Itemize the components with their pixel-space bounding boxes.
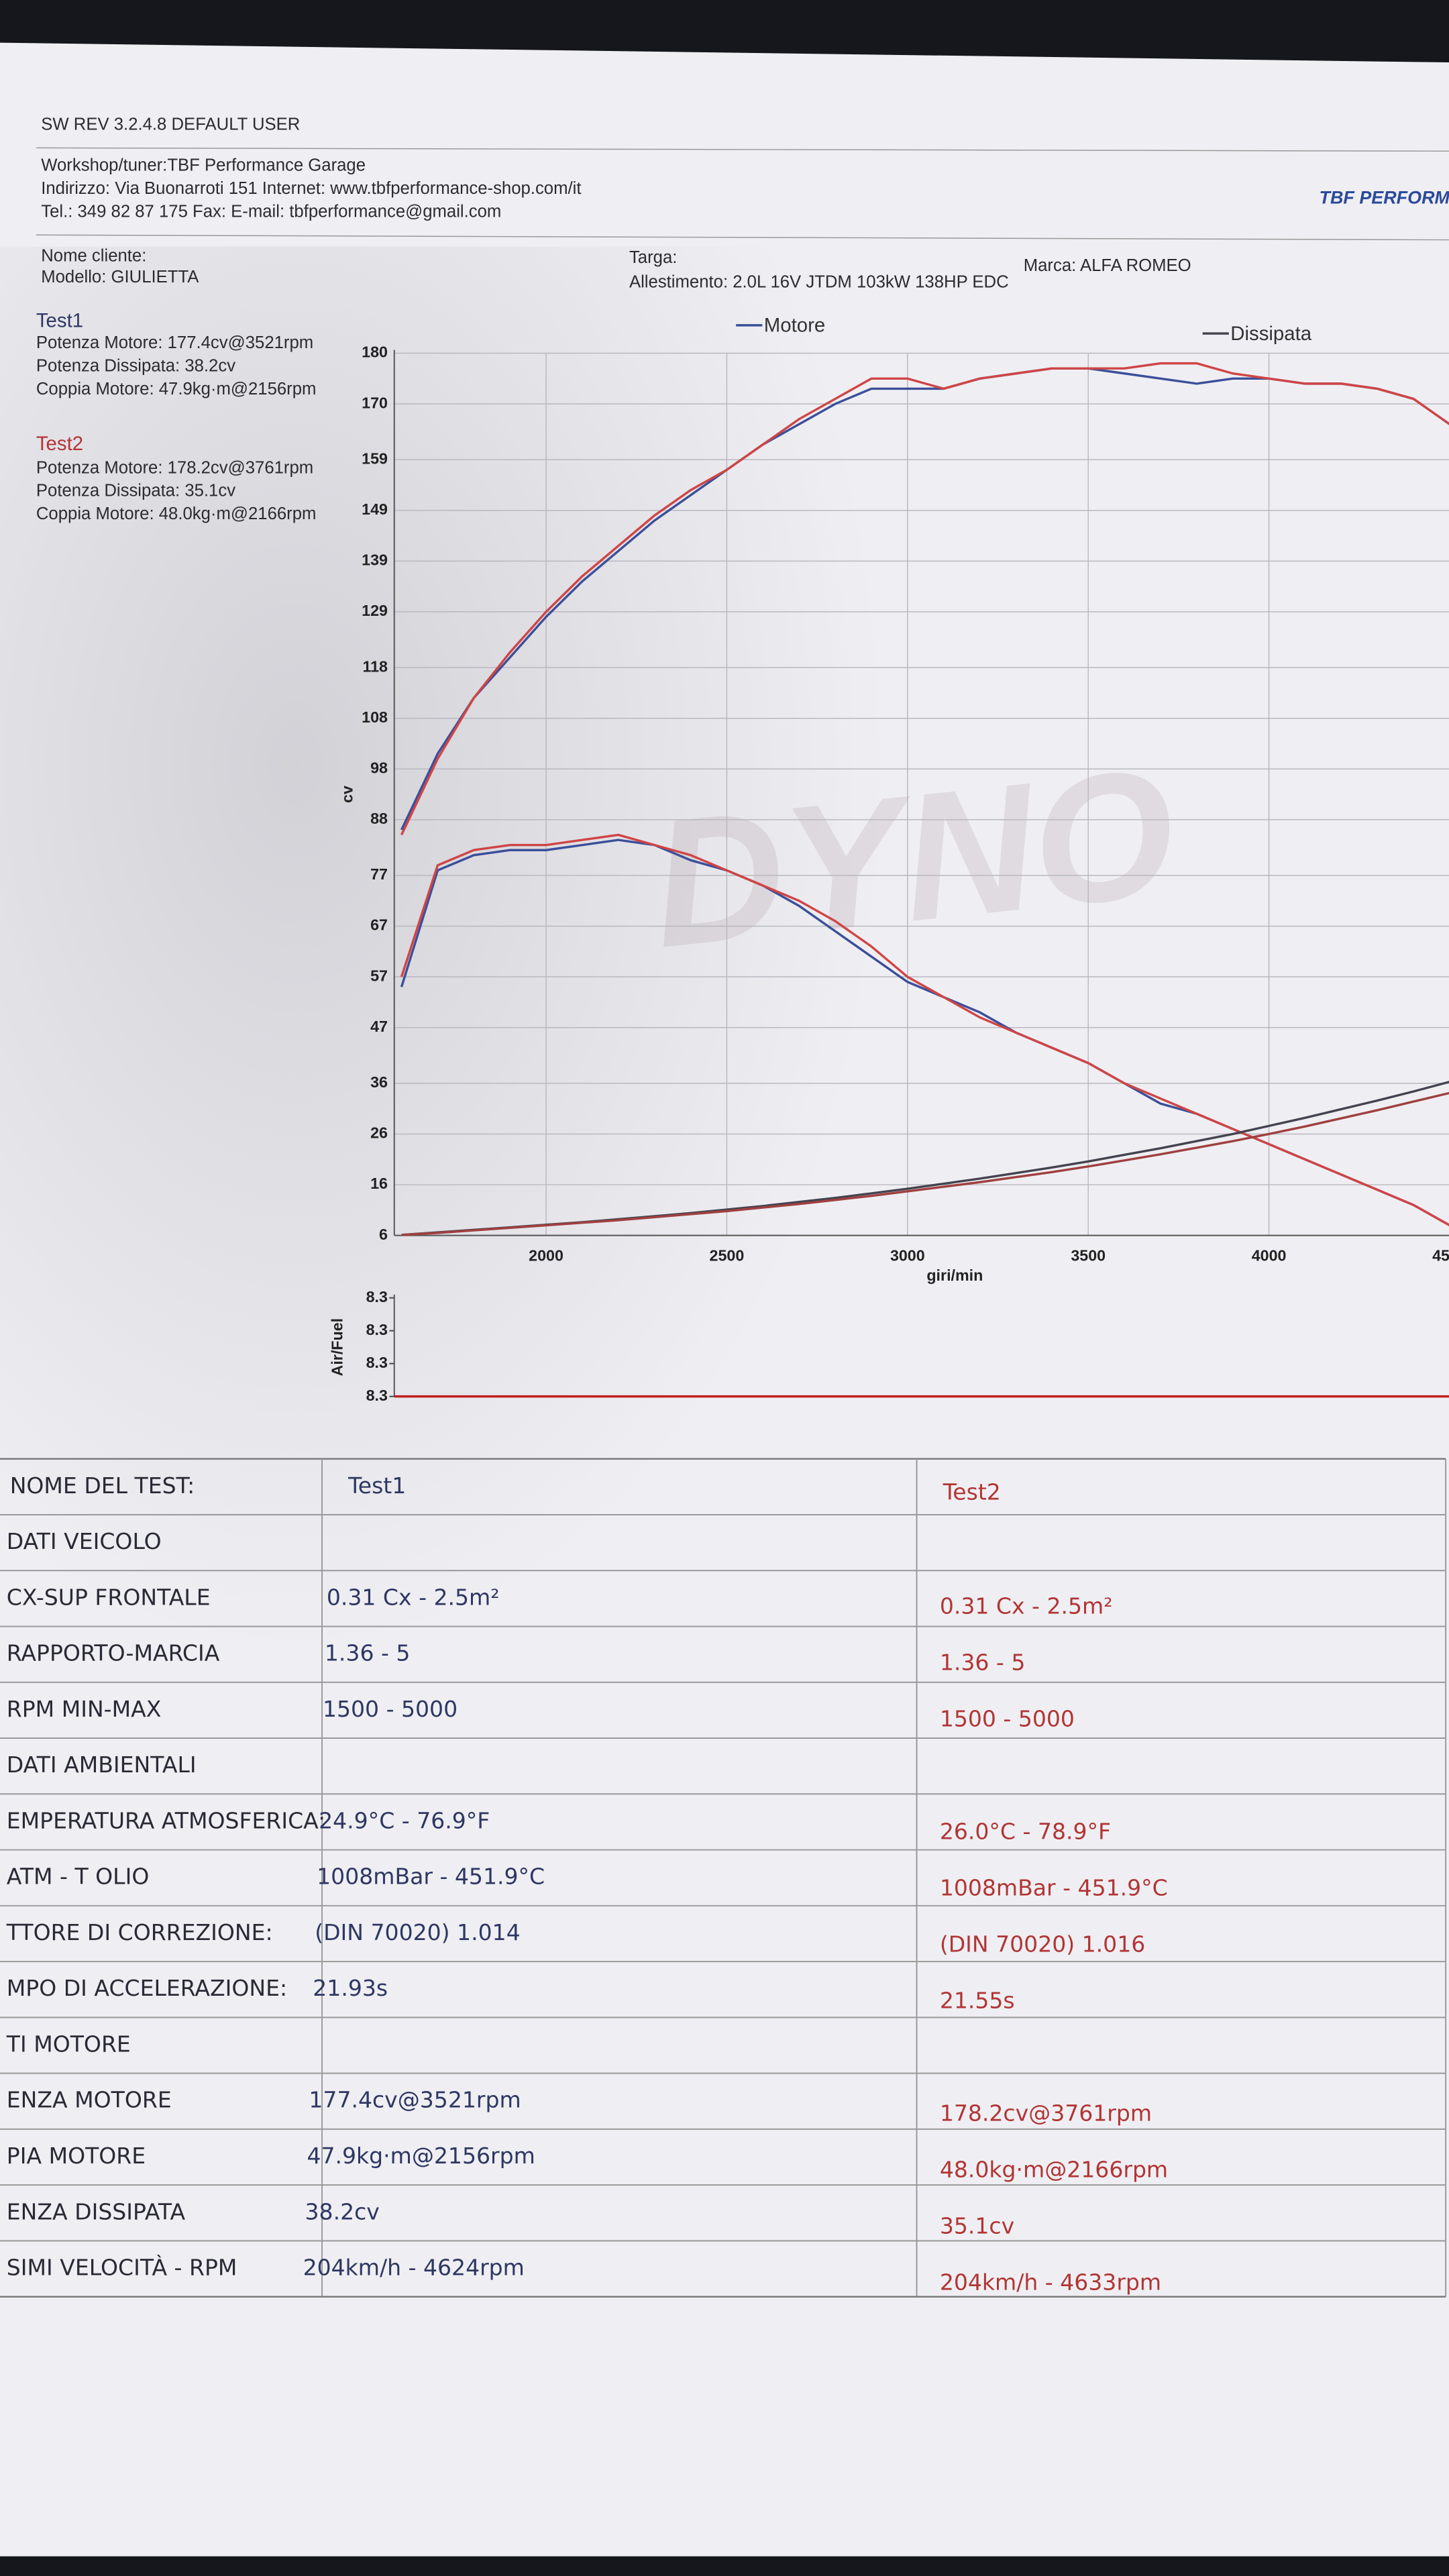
- test1-value: 21.93s: [313, 1975, 388, 2001]
- client: Nome cliente:: [41, 246, 146, 265]
- y-tick-label: 88: [370, 810, 388, 827]
- test1-value: 204km/h - 4624rpm: [303, 2255, 525, 2281]
- test1-value: 177.4cv@3521rpm: [309, 2087, 521, 2113]
- test1-value: 1500 - 5000: [323, 1696, 458, 1722]
- y-tick-label: 98: [370, 759, 388, 776]
- row-label: ENZA MOTORE: [7, 2087, 172, 2113]
- y-tick-label: 129: [362, 602, 388, 619]
- y-tick-label: 16: [370, 1175, 388, 1192]
- row-label: RPM MIN-MAX: [7, 1696, 162, 1722]
- test2-value: (DIN 70020) 1.016: [940, 1931, 1145, 1957]
- x-tick-label: 3000: [890, 1247, 925, 1265]
- test-title: Test2: [36, 433, 83, 455]
- test1-value: 1.36 - 5: [325, 1640, 411, 1666]
- y-tick-label: 180: [362, 343, 388, 361]
- x-axis-label: giri/min: [926, 1267, 983, 1284]
- test1-value: (DIN 70020) 1.014: [315, 1919, 520, 1945]
- test2-value: 21.55s: [940, 1987, 1015, 2013]
- series-line: [401, 1091, 1449, 1236]
- test1-value: 24.9°C - 76.9°F: [319, 1807, 490, 1833]
- y-tick-label: 8.3: [366, 1288, 388, 1305]
- y-tick-label: 47: [370, 1018, 388, 1035]
- x-tick-label: 3500: [1071, 1247, 1106, 1265]
- header-rule: [36, 234, 1449, 241]
- y-tick-label: 139: [362, 551, 388, 569]
- table-header: Test2: [943, 1479, 1001, 1505]
- test1-value: 47.9kg·m@2156rpm: [307, 2143, 535, 2169]
- y-tick-label: 67: [370, 916, 388, 934]
- y-tick-label: 26: [370, 1124, 388, 1142]
- test-power: Potenza Motore: 177.4cv@3521rpm: [36, 333, 313, 352]
- legend-label: Dissipata: [1230, 323, 1311, 345]
- test2-value: 35.1cv: [940, 2212, 1014, 2239]
- y-tick-label: 8.3: [366, 1387, 388, 1404]
- shadow: [0, 246, 986, 1725]
- test2-value: 1008mBar - 451.9°C: [940, 1874, 1168, 1900]
- test2-value: 48.0kg·m@2166rpm: [940, 2156, 1168, 2182]
- test2-value: 26.0°C - 78.9°F: [940, 1818, 1111, 1844]
- series-line: [400, 833, 1449, 1226]
- series-line: [400, 362, 1449, 836]
- y-tick-label: 118: [362, 657, 388, 675]
- results-table: NOME DEL TEST: Test1 Test2 DATI VEICOLO CX-S…: [0, 1458, 1447, 2298]
- y-tick-label: 8.3: [366, 1321, 388, 1338]
- test-torque: Coppia Motore: 48.0kg·m@2166rpm: [36, 504, 317, 523]
- test1-value: 1008mBar - 451.9°C: [317, 1864, 545, 1890]
- test-power: Potenza Motore: 178.2cv@3761rpm: [36, 458, 313, 477]
- test2-value: 178.2cv@3761rpm: [940, 2100, 1152, 2126]
- y-tick-label: 108: [362, 708, 388, 726]
- row-label: TTORE DI CORREZIONE:: [6, 1919, 273, 1945]
- y-tick-label: 149: [362, 500, 388, 518]
- header-rule: [36, 147, 1449, 152]
- row-label: DATI VEICOLO: [7, 1528, 162, 1554]
- model: Modello: GIULIETTA: [41, 268, 199, 286]
- row-label: SIMI VELOCITÀ - RPM: [7, 2254, 237, 2281]
- brand: Marca: ALFA ROMEO: [1024, 256, 1191, 275]
- logo: TBF PERFORMAN: [1320, 188, 1449, 208]
- plate: Targa:: [629, 248, 677, 267]
- row-label: ATM - T OLIO: [7, 1864, 150, 1890]
- test1-value: 0.31 Cx - 2.5m²: [327, 1584, 500, 1610]
- y-tick-label: 6: [379, 1226, 388, 1243]
- workshop: Workshop/tuner:TBF Performance Garage: [41, 156, 366, 175]
- row-label: TI MOTORE: [6, 2031, 131, 2057]
- x-tick-label: 2000: [529, 1247, 564, 1265]
- y-tick-label: 57: [370, 967, 388, 984]
- row-label: ENZA DISSIPATA: [7, 2198, 186, 2224]
- legend-label: Motore: [764, 315, 825, 337]
- row-label: PIA MOTORE: [7, 2143, 146, 2169]
- test-torque: Coppia Motore: 47.9kg·m@2156rpm: [36, 380, 317, 398]
- row-label: EMPERATURA ATMOSFERICA:: [7, 1807, 326, 1833]
- contact: Tel.: 349 82 87 175 Fax: E-mail: tbfperf…: [41, 202, 501, 221]
- address: Indirizzo: Via Buonarroti 151 Internet: …: [41, 179, 581, 198]
- table-header: Test1: [347, 1472, 406, 1499]
- y-tick-label: 170: [362, 394, 388, 411]
- row-label: CX-SUP FRONTALE: [7, 1584, 211, 1610]
- test-title: Test1: [36, 309, 83, 331]
- x-tick-label: 4500: [1432, 1247, 1449, 1265]
- row-label: DATI AMBIENTALI: [7, 1752, 197, 1778]
- y-tick-label: 159: [362, 449, 388, 467]
- test2-value: 0.31 Cx - 2.5m²: [940, 1593, 1113, 1619]
- test-dissipated: Potenza Dissipata: 38.2cv: [36, 356, 235, 375]
- x-tick-label: 4000: [1252, 1247, 1287, 1265]
- test2-value: 204km/h - 4633rpm: [940, 2269, 1161, 2295]
- y-axis-label: cv: [338, 786, 356, 803]
- trim: Allestimento: 2.0L 16V JTDM 103kW 138HP …: [629, 273, 1009, 292]
- y-tick-label: 77: [370, 865, 388, 883]
- x-tick-label: 2500: [710, 1247, 745, 1265]
- y-tick-label: 36: [370, 1073, 388, 1091]
- row-label: RAPPORTO-MARCIA: [7, 1640, 220, 1666]
- test2-value: 1.36 - 5: [940, 1649, 1026, 1675]
- sw-rev: SW REV 3.2.4.8 DEFAULT USER: [41, 115, 300, 133]
- test-dissipated: Potenza Dissipata: 35.1cv: [36, 482, 235, 500]
- test1-value: 38.2cv: [305, 2198, 380, 2224]
- table-header: NOME DEL TEST:: [10, 1472, 195, 1499]
- row-label: MPO DI ACCELERAZIONE:: [7, 1975, 287, 2001]
- y-axis-label: Air/Fuel: [329, 1318, 346, 1377]
- y-tick-label: 8.3: [366, 1354, 388, 1371]
- test2-value: 1500 - 5000: [940, 1705, 1075, 1731]
